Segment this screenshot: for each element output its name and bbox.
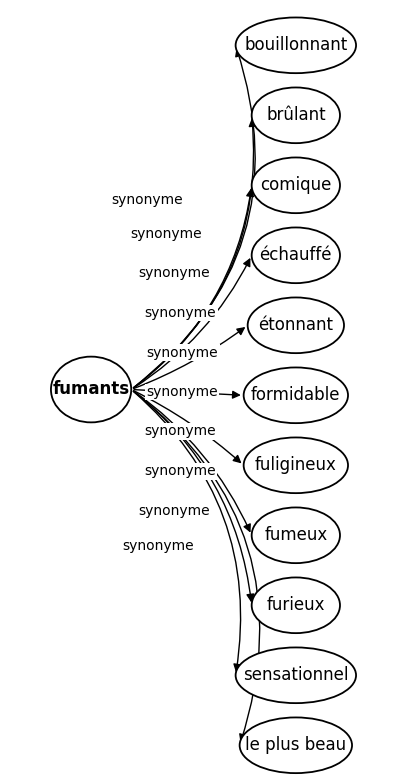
Text: synonyme: synonyme [144,424,216,438]
Text: furieux: furieux [267,596,325,615]
Ellipse shape [244,368,348,423]
Ellipse shape [252,577,340,633]
Ellipse shape [252,507,340,563]
Ellipse shape [240,717,352,773]
Text: synonyme: synonyme [144,464,216,478]
Ellipse shape [252,87,340,143]
Text: fuligineux: fuligineux [255,456,337,474]
Text: le plus beau: le plus beau [245,736,346,754]
Text: fumants: fumants [53,380,130,399]
Text: formidable: formidable [251,386,341,404]
Ellipse shape [252,157,340,213]
Text: synonyme: synonyme [147,346,218,360]
Text: échauffé: échauffé [260,246,332,264]
Text: sensationnel: sensationnel [243,666,348,684]
Ellipse shape [236,647,356,703]
Text: synonyme: synonyme [146,385,218,399]
Text: fumeux: fumeux [264,527,328,545]
Text: brûlant: brûlant [266,106,326,125]
Text: synonyme: synonyme [130,227,201,241]
Text: comique: comique [260,176,332,194]
Text: synonyme: synonyme [138,504,210,518]
Ellipse shape [247,298,344,353]
Ellipse shape [51,357,131,422]
Text: synonyme: synonyme [112,192,183,206]
Text: bouillonnant: bouillonnant [244,37,348,55]
Text: synonyme: synonyme [145,306,217,320]
Text: synonyme: synonyme [139,266,210,280]
Text: synonyme: synonyme [122,539,193,553]
Ellipse shape [252,227,340,283]
Ellipse shape [236,17,356,73]
Ellipse shape [244,438,348,493]
Text: étonnant: étonnant [258,316,333,334]
